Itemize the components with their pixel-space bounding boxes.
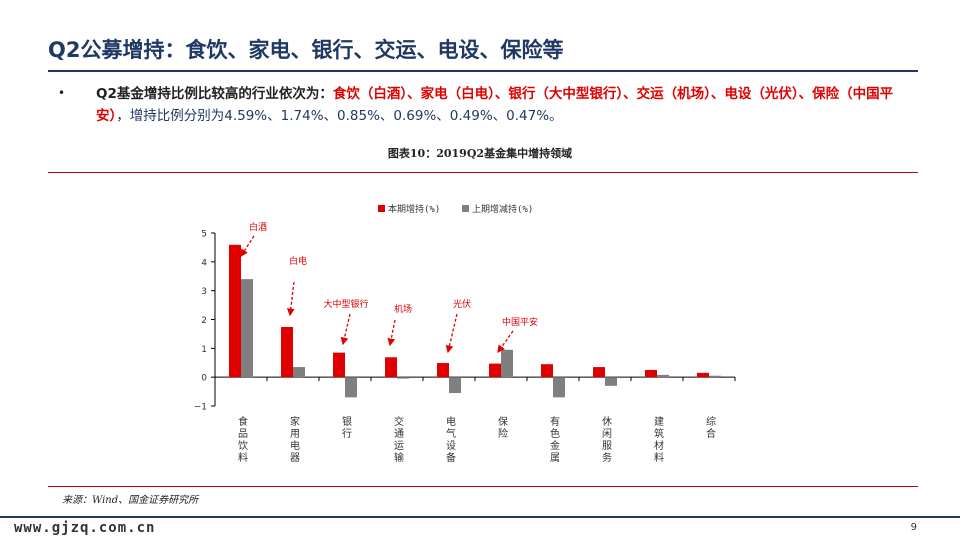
bullet-lead: Q2基金增持比例比较高的行业依次为： [96, 86, 333, 102]
y-tick-label: 2 [201, 316, 207, 326]
bar-previous [709, 375, 721, 378]
bar-previous [293, 367, 305, 378]
x-tick-label: 建筑材料 [652, 415, 664, 464]
annotation-arrow [286, 281, 295, 317]
bullet-paragraph: Q2基金增持比例比较高的行业依次为：食饮（白酒）、家电（白电）、银行（大中型银行… [96, 83, 922, 127]
legend-label: 本期增持(%) [388, 203, 440, 215]
annotation-label: 机场 [394, 303, 412, 315]
y-tick-label: −1 [194, 403, 207, 413]
figure-caption: 图表10：2019Q2基金集中增持领域 [387, 147, 573, 160]
bar-previous [397, 377, 409, 379]
bar-current [541, 364, 553, 378]
bullet-highlight: 食饮（白酒）、家电（白电）、银行（大中型银行）、交运（机场）、电设（光伏）、保险… [96, 86, 894, 124]
bullet-tail: 增持比例分别为4.59%、1.74%、0.85%、0.69%、0.49%、0.4… [129, 108, 563, 124]
y-tick-label: 4 [201, 258, 207, 268]
bullet-separator: ， [116, 108, 130, 124]
bar-previous [241, 279, 253, 378]
x-tick-label: 银行 [340, 415, 352, 440]
x-tick-label: 有色金属 [548, 415, 560, 464]
website-link[interactable]: www.gjzq.com.cn [14, 520, 156, 536]
legend-swatch [462, 205, 469, 212]
y-tick-label: 5 [201, 230, 207, 240]
annotation-arrow [340, 313, 351, 346]
bullet-marker: • [58, 86, 66, 100]
x-tick-label: 综合 [704, 415, 716, 440]
x-tick-label: 电气设备 [444, 415, 456, 464]
x-tick-label: 保险 [496, 415, 508, 440]
bar-current [229, 244, 241, 378]
bar-current [645, 369, 657, 378]
bar-current [385, 357, 397, 378]
figure-top-rule [48, 172, 918, 173]
slide-title: Q2公募增持：食饮、家电、银行、交运、电设、保险等 [48, 38, 564, 62]
bar-current [281, 326, 293, 378]
title-divider [48, 70, 918, 72]
annotation-label: 光伏 [453, 298, 471, 310]
figure-bottom-rule [48, 486, 918, 487]
bar-current [437, 363, 449, 378]
x-tick-label: 家用电器 [288, 415, 300, 464]
bar-current [489, 363, 501, 378]
bar-previous [501, 349, 513, 378]
bar-current [333, 352, 345, 378]
annotation-label: 白电 [289, 255, 307, 267]
x-tick-label: 交通运输 [392, 415, 404, 464]
bar-current [697, 372, 709, 378]
bar-previous [657, 374, 669, 378]
x-tick-label: 食品饮料 [236, 415, 248, 464]
annotation-arrow [497, 330, 514, 354]
annotation-label: 大中型银行 [323, 298, 368, 310]
annotation-arrow [387, 319, 396, 347]
footer-divider [0, 516, 960, 518]
legend-label: 上期增减持(%) [472, 203, 533, 215]
annotation-label: 中国平安 [502, 316, 538, 328]
legend-swatch [378, 205, 385, 212]
bar-previous [345, 377, 357, 398]
y-tick-label: 3 [201, 287, 207, 297]
annotation-label: 白酒 [249, 221, 267, 233]
page-number: 9 [910, 522, 917, 533]
annotation-arrow [240, 235, 255, 258]
bar-previous [449, 377, 461, 394]
bar-previous [553, 377, 565, 398]
x-tick-label: 休闲服务 [600, 416, 612, 464]
annotation-arrow [445, 313, 458, 354]
source-note: 来源：Wind、国金证券研究所 [62, 495, 199, 506]
y-tick-label: 1 [201, 345, 207, 355]
y-tick-label: 0 [201, 374, 207, 384]
bar-current [593, 367, 605, 378]
bar-previous [605, 377, 617, 386]
